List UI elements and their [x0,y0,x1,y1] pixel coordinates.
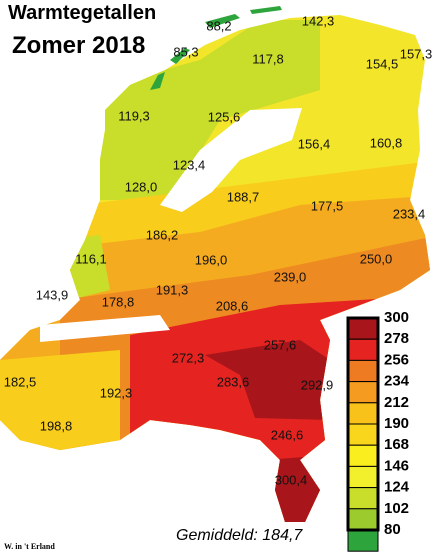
region-value: 125,6 [208,109,241,124]
legend-label: 124 [384,479,410,496]
legend: 300 278 256 234 212 190 168 146 124 102 80 [346,309,410,552]
islands [150,6,282,90]
region-value: 283,6 [217,374,250,389]
average: Gemiddeld: 184,7 [176,527,303,544]
legend-swatch [347,402,379,425]
legend-swatch [347,423,379,446]
region-value: 85,3 [173,44,198,59]
region-value: 246,6 [271,427,304,442]
legend-swatch [347,338,379,361]
credit: W. in 't Erland [4,542,55,551]
region-value: 128,0 [125,179,158,194]
legend-swatch [347,487,379,510]
legend-label: 300 [384,309,409,326]
region-value: 188,7 [227,189,260,204]
region-value: 182,5 [4,374,37,389]
lake [160,108,302,212]
legend-label: 256 [384,351,409,368]
region-value: 272,3 [172,350,205,365]
legend-swatch [347,381,379,404]
region-value: 239,0 [274,269,307,284]
title: Warmtegetallen [8,2,156,24]
region-value: 123,4 [173,157,206,172]
region-value: 177,5 [311,198,344,213]
region-value: 192,3 [100,385,133,400]
region-value: 191,3 [156,282,189,297]
region-value: 208,6 [216,298,249,313]
legend-swatch [347,508,379,531]
region-value: 292,9 [301,377,334,392]
legend-swatch [347,317,379,340]
region-value: 198,8 [40,418,73,433]
region-value: 178,8 [102,294,135,309]
legend-swatch [347,529,379,552]
region-value: 196,0 [195,252,228,267]
legend-label: 168 [384,436,409,453]
region-value: 257,6 [264,337,297,352]
region-value: 300,4 [275,472,308,487]
region-value: 143,9 [36,287,69,302]
legend-swatch [347,444,379,467]
legend-swatch [347,465,379,489]
legend-label: 190 [384,415,409,432]
legend-label: 146 [384,457,409,474]
legend-label: 234 [384,373,410,390]
legend-label: 212 [384,394,409,411]
region-value: 116,1 [75,251,107,266]
region-value: 160,8 [370,135,403,150]
region-value: 88,2 [206,18,231,33]
subtitle: Zomer 2018 [12,32,145,59]
legend-frame [346,316,380,532]
region-value: 233,4 [393,206,426,221]
estuary [40,315,170,342]
region-value: 119,3 [118,108,150,123]
region-value: 142,3 [302,13,335,28]
region-value: 154,5 [366,56,399,71]
legend-label: 80 [384,521,401,538]
region-labels: 88,2 142,3 85,3 117,8 154,5 157,3 119,3 … [4,13,433,487]
region-value: 157,3 [400,46,433,61]
legend-swatch [347,359,379,383]
region-value: 156,4 [298,136,331,151]
region-value: 117,8 [252,51,284,66]
legend-label: 102 [384,500,409,517]
region-value: 250,0 [360,251,393,266]
region-value: 186,2 [146,227,179,242]
legend-label: 278 [384,330,409,347]
